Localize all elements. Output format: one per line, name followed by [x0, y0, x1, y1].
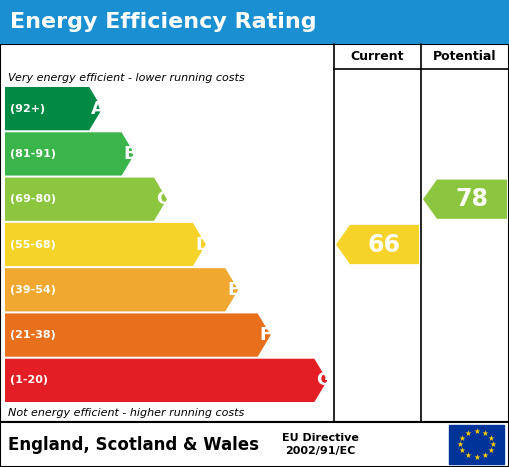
Polygon shape — [5, 223, 206, 266]
Text: Potential: Potential — [433, 50, 497, 63]
Text: B: B — [124, 145, 137, 163]
Polygon shape — [5, 87, 102, 130]
Polygon shape — [5, 132, 134, 176]
Text: ★: ★ — [487, 433, 494, 443]
Text: (39-54): (39-54) — [10, 285, 56, 295]
Text: ★: ★ — [482, 451, 488, 460]
Bar — [0, 0, 509, 44]
Polygon shape — [5, 268, 238, 311]
Text: (21-38): (21-38) — [10, 330, 56, 340]
Text: ★: ★ — [465, 429, 472, 438]
Text: 66: 66 — [368, 233, 401, 256]
Text: ★: ★ — [482, 429, 488, 438]
Text: ★: ★ — [473, 453, 480, 462]
Text: C: C — [156, 190, 169, 208]
Text: ★: ★ — [490, 440, 496, 449]
Text: ★: ★ — [457, 440, 463, 449]
Text: England, Scotland & Wales: England, Scotland & Wales — [8, 436, 259, 453]
Text: Energy Efficiency Rating: Energy Efficiency Rating — [10, 12, 317, 32]
Text: G: G — [317, 371, 331, 389]
Text: (1-20): (1-20) — [10, 375, 48, 385]
Text: ★: ★ — [473, 427, 480, 436]
Text: Not energy efficient - higher running costs: Not energy efficient - higher running co… — [8, 408, 244, 418]
Text: ★: ★ — [459, 433, 466, 443]
Text: D: D — [195, 235, 210, 254]
Text: E: E — [228, 281, 240, 299]
Bar — [0, 422, 509, 467]
Text: ★: ★ — [459, 446, 466, 455]
Text: (81-91): (81-91) — [10, 149, 56, 159]
Polygon shape — [5, 313, 271, 357]
Text: EU Directive
2002/91/EC: EU Directive 2002/91/EC — [282, 433, 359, 456]
Text: ★: ★ — [487, 446, 494, 455]
Polygon shape — [5, 177, 167, 221]
Polygon shape — [5, 359, 327, 402]
Text: Current: Current — [351, 50, 404, 63]
Text: Very energy efficient - lower running costs: Very energy efficient - lower running co… — [8, 73, 245, 83]
Text: (92+): (92+) — [10, 104, 45, 113]
Text: A: A — [91, 99, 105, 118]
Text: 78: 78 — [456, 187, 489, 211]
Polygon shape — [336, 225, 419, 264]
Text: (69-80): (69-80) — [10, 194, 56, 204]
Text: (55-68): (55-68) — [10, 240, 56, 249]
Bar — [449, 425, 504, 464]
Text: ★: ★ — [465, 451, 472, 460]
Bar — [0, 44, 509, 422]
Text: F: F — [260, 326, 272, 344]
Polygon shape — [423, 180, 507, 219]
